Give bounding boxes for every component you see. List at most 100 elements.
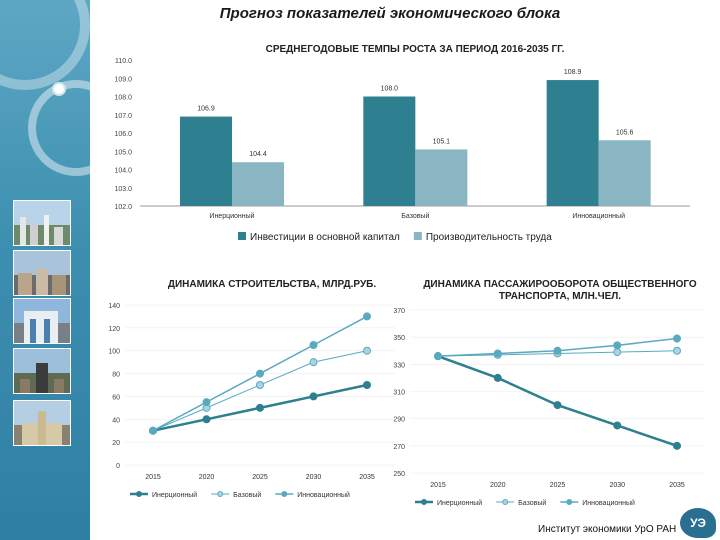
line-y-tick-label: 100: [108, 349, 120, 356]
bar-category-label: Инновационный: [572, 212, 625, 220]
line-chart-title: ДИНАМИКА ПАССАЖИРООБОРОТА ОБЩЕСТВЕННОГО: [423, 279, 697, 290]
bar-y-tick-label: 102.0: [114, 204, 132, 211]
bar-legend-swatch: [413, 232, 422, 240]
line-y-tick-label: 120: [108, 326, 120, 333]
line-y-tick-label: 270: [393, 444, 405, 451]
bar-investment: [363, 96, 416, 206]
bar-y-tick-label: 106.0: [114, 131, 132, 138]
sidebar-decoration: [0, 0, 90, 540]
line-x-tick-label: 2025: [252, 474, 268, 481]
bar-productivity: [598, 140, 651, 206]
line-y-tick-label: 250: [393, 471, 405, 478]
line-y-tick-label: 310: [393, 390, 405, 397]
line-legend-label: Инерционный: [437, 499, 482, 507]
bar-y-tick-label: 104.0: [114, 168, 132, 175]
data-point: [553, 346, 562, 355]
line-y-tick-label: 370: [393, 308, 405, 315]
bar-chart-title: СРЕДНЕГОДОВЫЕ ТЕМПЫ РОСТА ЗА ПЕРИОД 2016…: [266, 44, 565, 55]
bar-data-label: 105.1: [433, 138, 451, 145]
historic-building-photo: [13, 400, 71, 446]
bar-y-tick-label: 108.0: [114, 95, 132, 102]
data-point: [613, 421, 622, 430]
line-legend-marker: [421, 499, 427, 505]
data-point: [434, 352, 442, 361]
line-x-tick-label: 2035: [359, 474, 375, 481]
modern-building-photo: [13, 298, 71, 344]
city-panorama-photo: [13, 200, 71, 246]
line-x-tick-label: 2030: [306, 474, 322, 481]
line-legend-label: Инновационный: [297, 491, 350, 499]
data-point: [309, 341, 318, 349]
line-x-tick-label: 2030: [609, 482, 625, 489]
data-point: [493, 349, 502, 358]
line-legend-label: Инновационный: [582, 499, 635, 507]
bar-legend-swatch: [238, 232, 246, 240]
bar-y-tick-label: 105.0: [114, 149, 132, 156]
data-point: [553, 401, 562, 410]
line-y-tick-label: 290: [393, 417, 405, 424]
city-street-photo: [13, 250, 71, 296]
line-y-tick-label: 80: [112, 372, 120, 379]
line-legend-marker: [566, 499, 573, 505]
line-chart-title: ДИНАМИКА СТРОИТЕЛЬСТВА, МЛРД.РУБ.: [168, 279, 377, 290]
monument-photo: [13, 348, 71, 394]
footer-institute: Институт экономики УрО РАН: [538, 524, 677, 535]
bar-productivity: [415, 149, 468, 206]
bar-data-label: 104.4: [249, 151, 267, 158]
data-point: [256, 369, 264, 378]
line-y-tick-label: 40: [112, 417, 120, 424]
data-point: [673, 346, 681, 355]
bar-productivity: [232, 162, 284, 206]
line-x-tick-label: 2025: [550, 482, 566, 489]
bar-data-label: 105.6: [616, 129, 634, 136]
line-y-tick-label: 330: [393, 362, 405, 369]
bar-y-tick-label: 110.0: [115, 58, 132, 65]
page-title: Прогноз показателей экономического блока: [219, 5, 561, 22]
bar-category-label: Инерционный: [209, 212, 254, 220]
data-point: [673, 334, 681, 343]
bar-legend-label: Производительность труда: [426, 232, 552, 243]
bar-data-label: 108.0: [381, 86, 399, 93]
data-point: [309, 392, 318, 401]
decorative-ring-icon: [0, 0, 90, 90]
data-point: [493, 373, 502, 382]
bar-investment: [180, 116, 232, 206]
line-legend-marker: [502, 499, 509, 505]
bar-data-label: 108.9: [564, 69, 582, 76]
line-legend-label: Базовый: [518, 499, 546, 507]
data-point: [363, 381, 371, 389]
institute-logo-icon: УЭ: [680, 508, 716, 538]
line-x-tick-label: 2015: [430, 482, 446, 489]
bar-y-tick-label: 103.0: [114, 186, 132, 193]
line-y-tick-label: 140: [108, 303, 120, 310]
line-legend-marker: [281, 491, 288, 497]
line-x-tick-label: 2020: [490, 482, 506, 489]
bar-y-tick-label: 109.0: [114, 76, 132, 83]
line-legend-label: Инерционный: [152, 491, 197, 499]
series-line-0: [437, 355, 678, 448]
data-point: [202, 398, 211, 407]
data-point: [363, 346, 371, 355]
data-point: [613, 348, 622, 357]
line-y-tick-label: 20: [112, 440, 120, 447]
data-point: [613, 341, 622, 350]
data-point: [673, 441, 681, 450]
line-legend-marker: [217, 491, 224, 497]
data-point: [149, 426, 157, 435]
data-point: [256, 381, 264, 389]
line-chart-title: ТРАНСПОРТА, МЛН.ЧЕЛ.: [499, 291, 621, 302]
line-y-tick-label: 350: [393, 335, 405, 342]
data-point: [363, 312, 371, 321]
line-x-tick-label: 2015: [145, 474, 161, 481]
bar-legend-label: Инвестиции в основной капитал: [250, 232, 400, 243]
line-legend-label: Базовый: [233, 491, 261, 499]
data-point: [202, 415, 211, 424]
line-legend-marker: [136, 491, 142, 497]
bar-y-tick-label: 107.0: [114, 113, 132, 120]
data-point: [309, 358, 318, 367]
decorative-dot-icon: [52, 82, 66, 96]
bar-category-label: Базовый: [401, 212, 429, 220]
line-y-tick-label: 60: [112, 394, 120, 401]
bar-investment: [546, 80, 599, 206]
